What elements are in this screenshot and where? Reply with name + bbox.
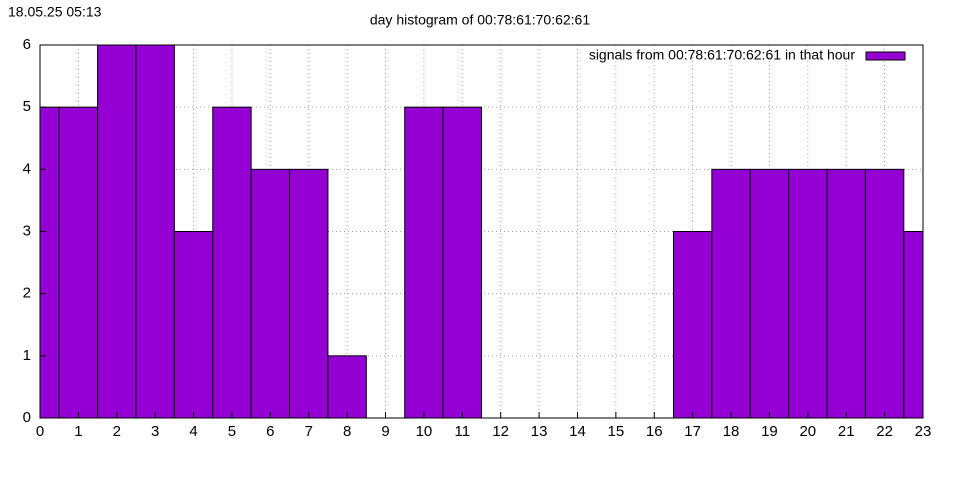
bar (404, 106, 444, 418)
x-tick-label: 8 (343, 423, 351, 440)
x-tick-label: 2 (113, 423, 121, 440)
y-tick-label: 1 (23, 347, 31, 364)
bar (864, 168, 905, 418)
x-tick-label: 12 (492, 423, 509, 440)
x-tick-label: 5 (228, 423, 236, 440)
bar (442, 106, 483, 418)
legend-label: signals from 00:78:61:70:62:61 in that h… (589, 47, 856, 63)
x-tick-label: 6 (266, 423, 274, 440)
x-tick-label: 9 (381, 423, 389, 440)
y-tick-label: 5 (23, 98, 31, 115)
bar (212, 106, 252, 418)
x-tick-label: 18 (723, 423, 740, 440)
x-tick-label: 11 (455, 423, 471, 440)
x-tick-label: 7 (305, 423, 313, 440)
bar (788, 168, 828, 418)
bar (97, 45, 137, 418)
x-tick-label: 17 (684, 423, 701, 440)
y-tick-label: 0 (23, 409, 31, 426)
legend-swatch (865, 51, 906, 61)
bar (135, 45, 175, 418)
bar (250, 168, 291, 418)
x-tick-label: 15 (608, 423, 625, 440)
y-tick-label: 4 (23, 160, 31, 177)
bar (289, 168, 329, 418)
timestamp: 18.05.25 05:13 (8, 4, 102, 20)
bar (173, 231, 214, 418)
x-tick-label: 14 (569, 423, 586, 440)
bar (749, 168, 790, 418)
x-tick-label: 10 (416, 423, 433, 440)
x-tick-label: 1 (74, 423, 82, 440)
x-tick-label: 22 (876, 423, 893, 440)
bars (40, 45, 923, 418)
bar (327, 355, 367, 418)
x-tick-label: 23 (915, 423, 932, 440)
x-tick-label: 4 (189, 423, 197, 440)
bar (58, 106, 99, 418)
x-tick-label: 13 (531, 423, 548, 440)
y-tick-label: 2 (23, 285, 31, 302)
bar (672, 231, 713, 418)
x-tick-label: 0 (36, 423, 44, 440)
x-tick-label: 20 (799, 423, 816, 440)
chart-title: day histogram of 00:78:61:70:62:61 (370, 12, 590, 28)
y-tick-label: 6 (23, 36, 31, 53)
x-tick-label: 16 (646, 423, 663, 440)
x-tick-label: 19 (761, 423, 778, 440)
bar (826, 168, 866, 418)
x-tick-label: 3 (151, 423, 159, 440)
x-tick-label: 21 (838, 423, 855, 440)
bar (711, 168, 751, 418)
y-tick-label: 3 (23, 222, 31, 239)
